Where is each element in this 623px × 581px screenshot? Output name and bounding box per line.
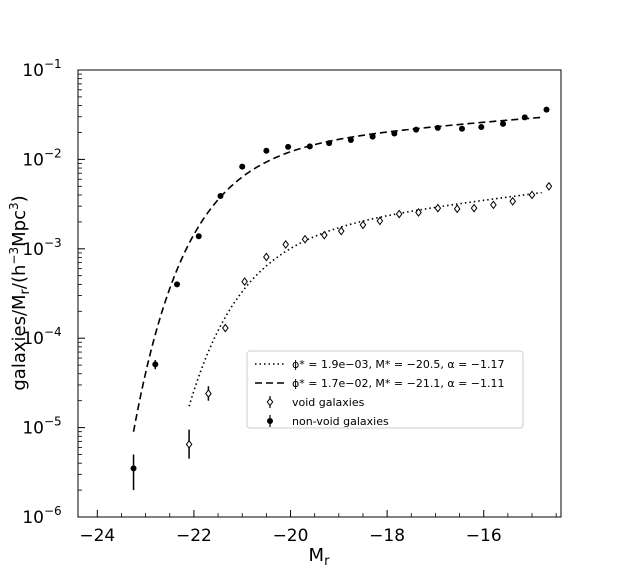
void-galaxy-point <box>301 234 309 244</box>
void-galaxy-point <box>434 203 442 213</box>
x-tick-label: −18 <box>369 526 405 546</box>
void-galaxy-point <box>263 252 270 262</box>
void-galaxy-point <box>282 239 290 249</box>
fit-curves <box>132 116 542 432</box>
non-void-galaxy-point <box>478 124 485 131</box>
non-void-galaxy-point <box>413 126 420 133</box>
void-galaxy-point <box>376 216 384 226</box>
data-points <box>130 106 553 491</box>
void-galaxy-point <box>509 196 517 206</box>
non-void-galaxy-point <box>500 120 507 127</box>
plot-frame <box>77 69 562 518</box>
non-void-galaxy-point <box>152 361 159 368</box>
legend-label: ϕ* = 1.9e−03, M* = −20.5, α = −1.17 <box>292 358 505 371</box>
non-void-galaxy-point <box>521 114 528 121</box>
non-void-galaxy-point <box>130 465 137 472</box>
y-tick-label: 10−2 <box>22 146 61 170</box>
void-galaxy-point <box>241 277 248 287</box>
void-galaxy-point <box>545 181 553 191</box>
non-void-galaxy-point <box>195 233 202 240</box>
non-void-galaxy-point <box>263 147 270 154</box>
x-axis-ticks: −24 −22 −20 −18 −16 <box>79 510 557 546</box>
legend-box <box>246 350 524 429</box>
legend-filled-circle-marker <box>267 418 273 424</box>
legend-open-diamond-marker <box>266 397 274 407</box>
void-galaxy-point <box>470 203 478 213</box>
void-galaxy-point <box>337 226 345 236</box>
void-galaxy-point <box>359 220 367 230</box>
non-void-galaxy-point <box>543 106 550 113</box>
x-tick-label: −24 <box>79 526 115 546</box>
x-tick-label: −20 <box>273 526 309 546</box>
y-axis-ticks: 10−6 10−5 10−4 10−3 10−2 10−1 <box>22 57 85 528</box>
fit-line-dashed <box>132 116 542 432</box>
legend-label: void galaxies <box>292 396 365 409</box>
void-galaxy-point <box>528 190 536 200</box>
non-void-galaxy-point <box>391 130 398 137</box>
void-galaxy-point <box>395 209 403 219</box>
non-void-galaxy-point <box>239 163 246 170</box>
fit-line-dotted <box>188 191 542 407</box>
void-galaxy-point <box>205 389 212 399</box>
void-galaxy-point <box>415 208 422 217</box>
legend: ϕ* = 1.9e−03, M* = −20.5, α = −1.17 ϕ* = … <box>246 350 524 429</box>
non-void-galaxy-point <box>458 125 465 132</box>
y-tick-label: 10−1 <box>22 57 61 81</box>
x-tick-label: −22 <box>176 526 212 546</box>
y-tick-label: 10−5 <box>22 415 61 439</box>
void-galaxy-point <box>453 204 461 214</box>
y-tick-label: 10−4 <box>22 325 61 349</box>
void-galaxy-point <box>221 323 229 333</box>
legend-label: non-void galaxies <box>292 415 389 428</box>
y-axis-label: galaxies/Mr/(h−3Mpc3) <box>7 195 33 390</box>
non-void-galaxy-point <box>306 143 313 150</box>
legend-label: ϕ* = 1.7e−02, M* = −21.1, α = −1.11 <box>292 377 505 390</box>
void-galaxy-point <box>490 200 497 210</box>
x-axis-label: Mr <box>309 545 331 569</box>
void-galaxy-point <box>185 439 193 449</box>
non-void-galaxy-point <box>347 136 354 143</box>
y-tick-label: 10−6 <box>22 504 61 528</box>
non-void-galaxy-point <box>285 143 292 150</box>
non-void-galaxy-point <box>369 133 376 140</box>
y-tick-label: 10−3 <box>22 236 61 260</box>
non-void-galaxy-point <box>174 281 181 288</box>
void-galaxy-point <box>321 230 328 240</box>
non-void-galaxy-point <box>434 124 441 131</box>
non-void-galaxy-point <box>217 192 224 199</box>
non-void-galaxy-point <box>326 140 333 147</box>
x-tick-label: −16 <box>466 526 502 546</box>
